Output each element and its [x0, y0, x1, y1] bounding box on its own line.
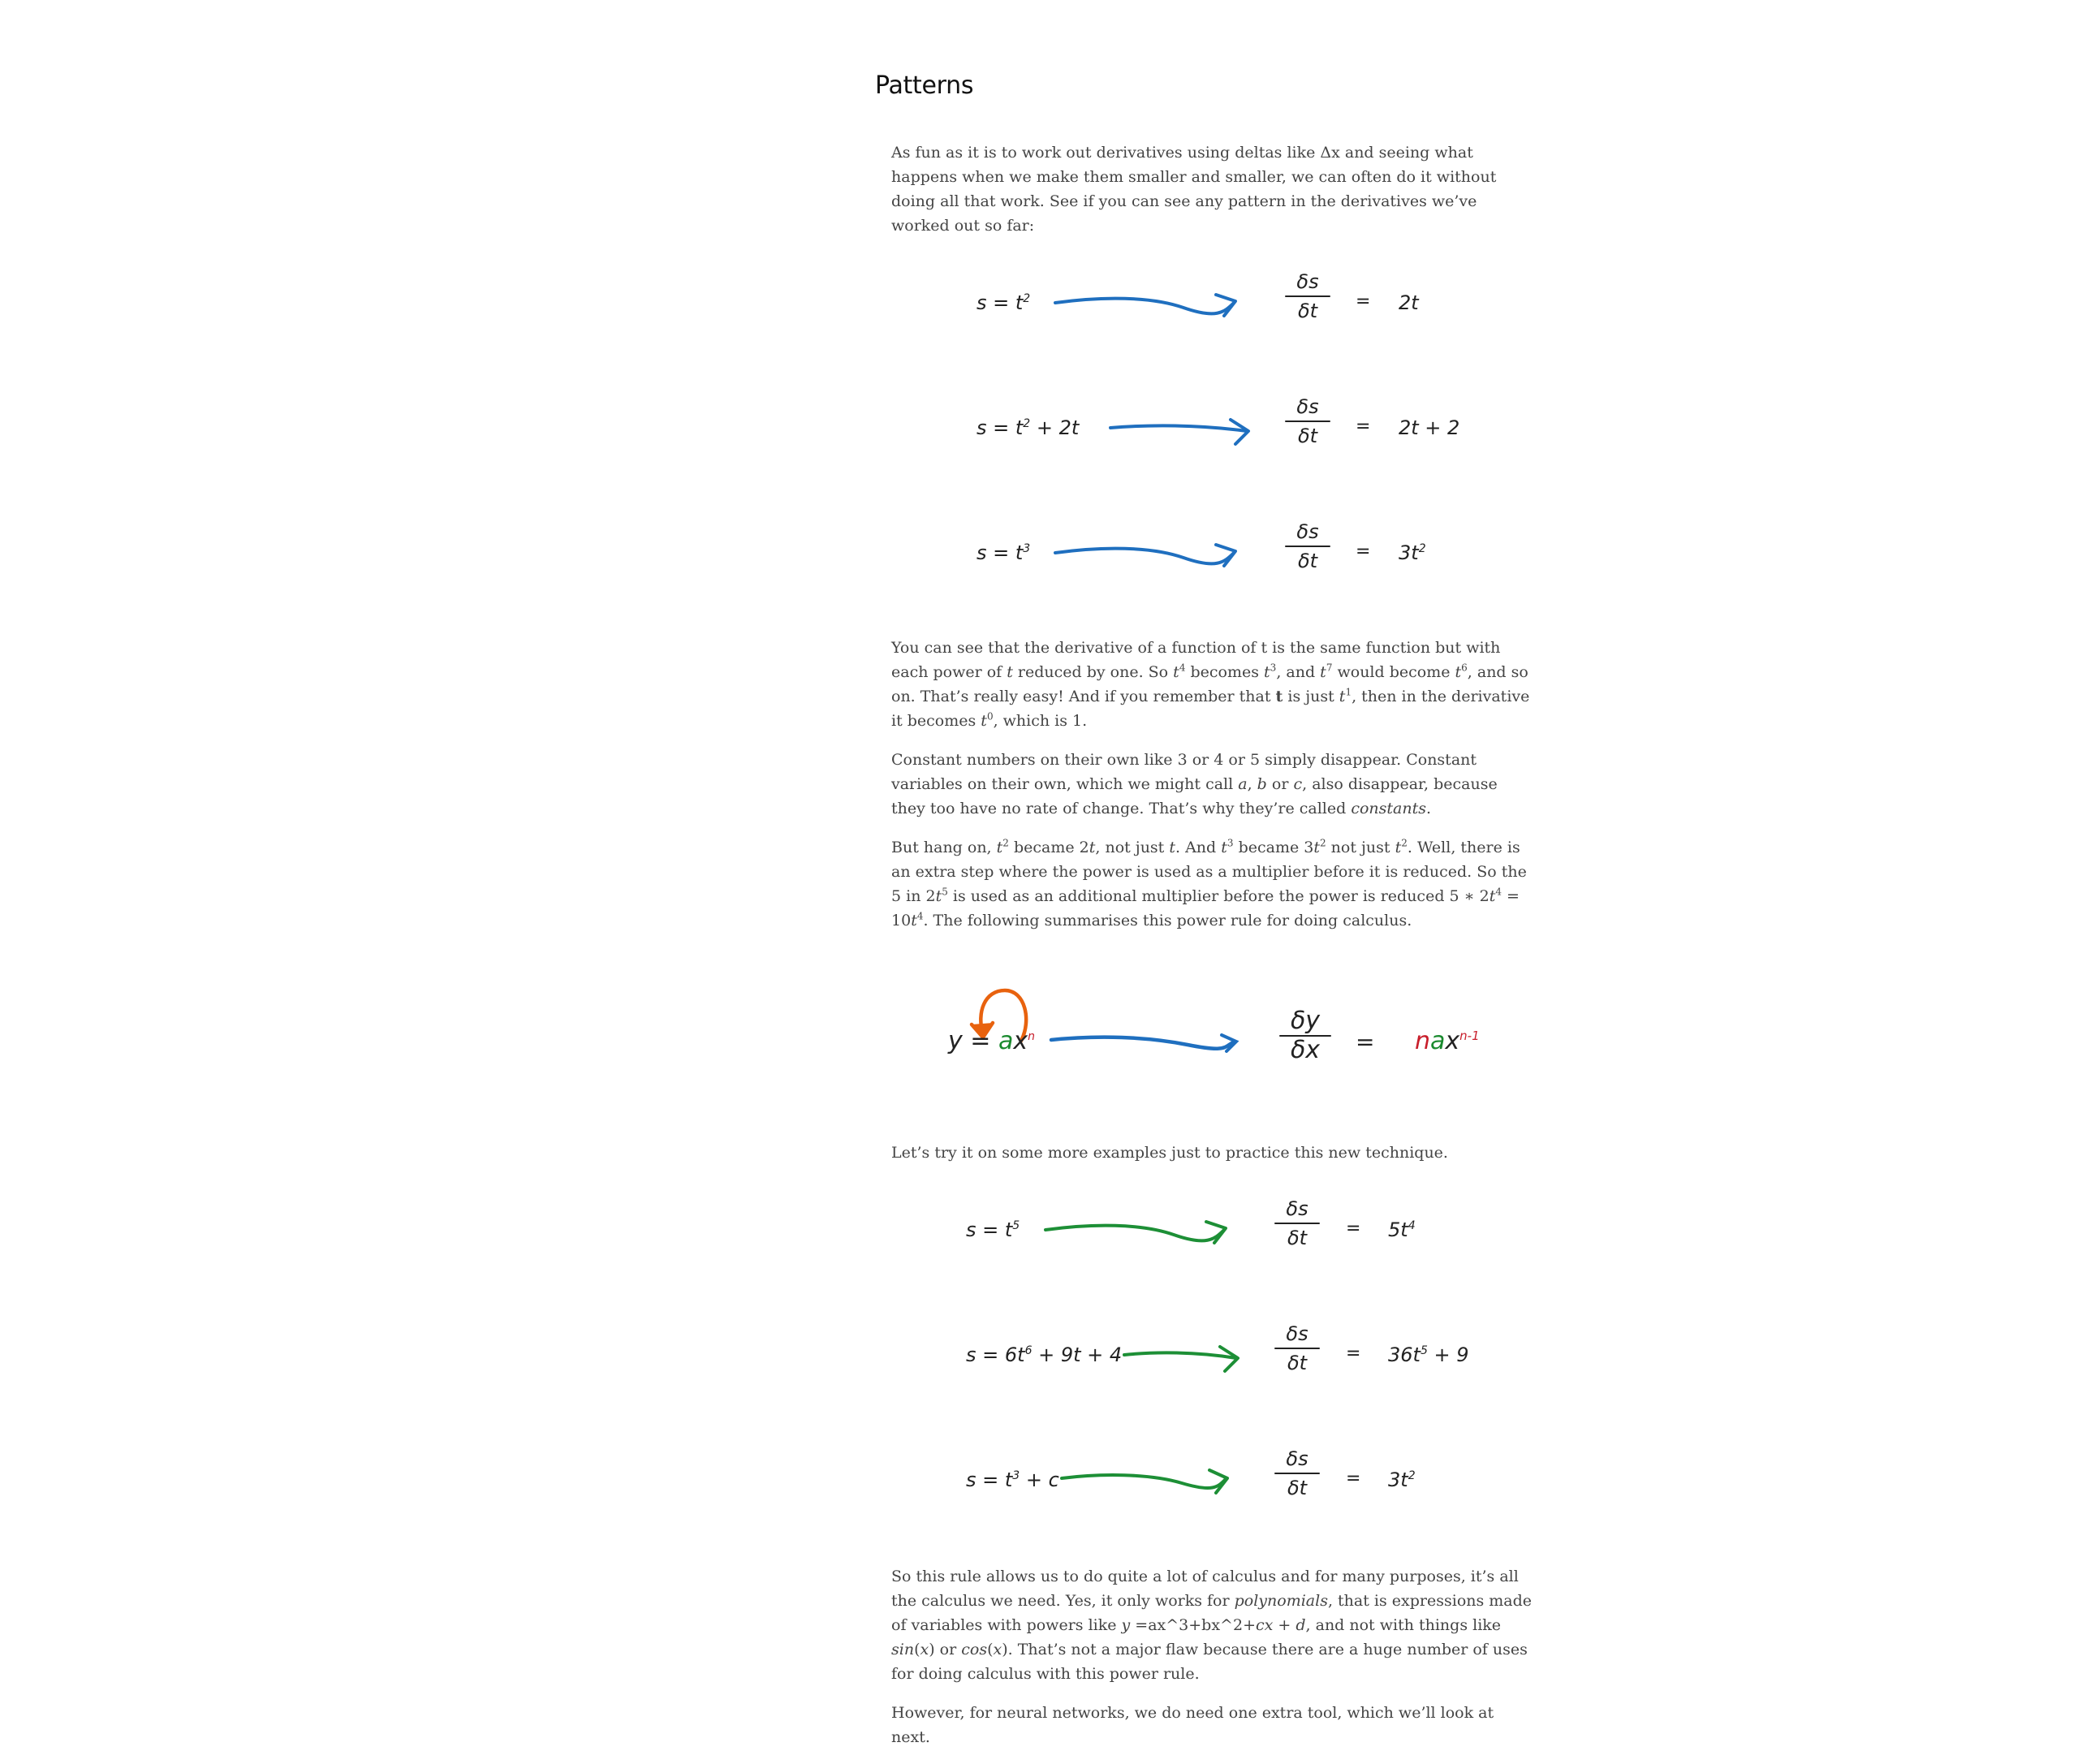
practice-example: s = t3 + c δs δt = 3t2 [891, 1430, 1533, 1555]
try-it-paragraph: Let’s try it on some more examples just … [891, 1144, 1448, 1162]
derivative-fraction: δs δt [1285, 519, 1330, 574]
worked-example: s = t2 + 2t δs δt = 2t + 2 [891, 377, 1533, 502]
summary-paragraph: So this rule allows us to do quite a lot… [891, 1568, 1533, 1683]
body-text: As fun as it is to work out derivatives … [875, 140, 1533, 1749]
equation-lhs: s = 6t6 + 9t + 4 [966, 1343, 1123, 1366]
equation-lhs: s = t3 + c [966, 1469, 1059, 1491]
green-arrow [1044, 1220, 1227, 1244]
equals-sign: = [1356, 541, 1371, 562]
worked-example: s = t3 δs δt = 3t2 [891, 502, 1533, 628]
practice-examples: s = t5 δs δt = 5t4 s = 6t6 + 9t + 4 δs δt … [891, 1180, 1533, 1555]
equals-sign: = [1346, 1343, 1361, 1364]
worked-example: s = t2 δs δt = 2t [891, 252, 1533, 377]
worked-examples: s = t2 δs δt = 2t s = t2 + 2t δs δt = 2t +… [891, 252, 1533, 628]
equals-sign: = [1346, 1469, 1361, 1489]
green-arrow [1060, 1469, 1229, 1494]
equals-sign: = [1356, 1029, 1375, 1055]
equation-lhs: s = t2 [976, 291, 1031, 314]
constants-paragraph: Constant numbers on their own like 3 or … [891, 751, 1498, 817]
derivative-fraction: δs δt [1274, 1321, 1320, 1376]
equals-sign: = [1356, 416, 1371, 437]
equation-rhs: 2t + 2 [1399, 416, 1460, 439]
power-rule-diagram: y = axn δy δx = naxn-1 [891, 947, 1533, 1118]
derivative-fraction: δs δt [1274, 1446, 1320, 1501]
derivative-fraction: δs δt [1274, 1196, 1320, 1251]
power-rule-fraction: δy δx [1279, 1008, 1331, 1063]
blue-arrow [1054, 543, 1237, 567]
blue-arrow [1109, 418, 1250, 446]
equals-sign: = [1356, 291, 1371, 312]
equation-rhs: 5t4 [1388, 1218, 1416, 1241]
equation-lhs: s = t2 + 2t [976, 416, 1080, 439]
derivative-fraction: δs δt [1285, 394, 1330, 449]
power-rule-lhs: y = axn [948, 1027, 1036, 1055]
closing-paragraph: However, for neural networks, we do need… [891, 1704, 1494, 1746]
hang-on-paragraph: But hang on, t2 became 2t, not just t. A… [891, 837, 1527, 929]
equation-rhs: 3t2 [1399, 541, 1426, 564]
equation-lhs: s = t3 [976, 541, 1031, 564]
observation-paragraph: You can see that the derivative of a fun… [891, 639, 1530, 730]
practice-example: s = 6t6 + 9t + 4 δs δt = 36t5 + 9 [891, 1305, 1533, 1430]
derivative-fraction: δs δt [1285, 269, 1330, 324]
power-rule-rhs: naxn-1 [1415, 1027, 1480, 1055]
equation-rhs: 3t2 [1388, 1469, 1416, 1491]
blue-arrow [1049, 1033, 1239, 1053]
equation-rhs: 2t [1399, 291, 1419, 314]
section-heading: Patterns [875, 71, 974, 100]
equation-rhs: 36t5 + 9 [1388, 1343, 1469, 1366]
blue-arrow [1054, 293, 1237, 317]
equals-sign: = [1346, 1218, 1361, 1239]
practice-example: s = t5 δs δt = 5t4 [891, 1180, 1533, 1305]
article: Patterns As fun as it is to work out der… [875, 71, 1541, 1764]
green-arrow [1123, 1345, 1239, 1373]
intro-paragraph: As fun as it is to work out derivatives … [891, 144, 1497, 235]
equation-lhs: s = t5 [966, 1218, 1020, 1241]
orange-loop-arrow [969, 988, 1028, 1043]
